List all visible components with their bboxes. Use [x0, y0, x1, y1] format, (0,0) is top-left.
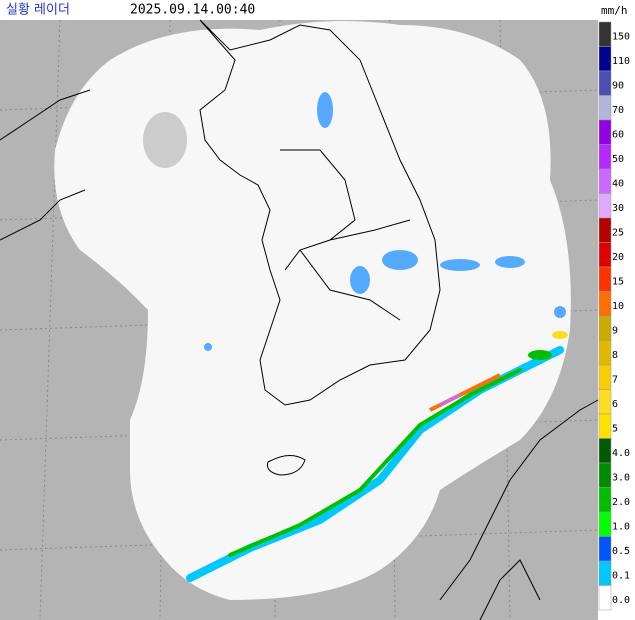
- legend-label: 0.0: [612, 595, 630, 606]
- legend-swatch: [598, 291, 612, 317]
- legend-label: 60: [612, 129, 624, 140]
- legend-swatch: [598, 364, 612, 390]
- coastline: [0, 19, 599, 620]
- rain-band: [186, 331, 568, 582]
- legend-label: 110: [612, 56, 630, 67]
- legend-swatch: [598, 242, 612, 268]
- legend-swatch: [598, 487, 612, 513]
- legend-swatch: [598, 21, 612, 47]
- legend-swatch: [598, 119, 612, 145]
- legend-label: 1.0: [612, 521, 630, 532]
- legend-label: 20: [612, 252, 624, 263]
- legend-label: 2.0: [612, 497, 630, 508]
- legend-swatch: [598, 144, 612, 170]
- legend-label: 0.5: [612, 546, 630, 557]
- legend-swatch: [598, 340, 612, 366]
- legend-label: 50: [612, 154, 624, 165]
- legend-label: 9: [612, 325, 618, 336]
- legend-swatch: [598, 462, 612, 488]
- legend-swatch: [598, 438, 612, 464]
- legend-label: 8: [612, 350, 618, 361]
- legend-swatch: [598, 315, 612, 341]
- legend-swatch: [598, 46, 612, 72]
- legend-swatch: [598, 585, 612, 611]
- legend-swatch: [598, 266, 612, 292]
- legend-swatch: [598, 70, 612, 96]
- legend-label: 5: [612, 423, 618, 434]
- legend-label: 4.0: [612, 448, 630, 459]
- legend-swatch: [598, 168, 612, 194]
- legend-label: 25: [612, 227, 624, 238]
- legend-label: 70: [612, 105, 624, 116]
- legend-label: 6: [612, 399, 618, 410]
- unit: mm/h: [601, 4, 628, 17]
- legend-label: 150: [612, 31, 630, 42]
- legend-swatch: [598, 536, 612, 562]
- clutter: [143, 112, 187, 168]
- legend-swatch: [598, 217, 612, 243]
- legend-label: 90: [612, 80, 624, 91]
- legend-swatch: [598, 389, 612, 415]
- legend-label: 30: [612, 203, 624, 214]
- legend-swatch: [598, 193, 612, 219]
- legend-swatch: [598, 413, 612, 439]
- legend-swatch: [598, 95, 612, 121]
- legend-swatch: [598, 511, 612, 537]
- radar-coverage: [54, 21, 571, 600]
- timestamp: 2025.09.14.00:40: [130, 3, 255, 18]
- title: 실황 레이더: [6, 3, 70, 18]
- legend-label: 7: [612, 374, 618, 385]
- legend-label: 15: [612, 276, 624, 287]
- legend-label: 0.1: [612, 570, 630, 581]
- legend-label: 10: [612, 301, 624, 312]
- legend-label: 40: [612, 178, 624, 189]
- rain-light: [204, 92, 566, 351]
- legend-swatch: [598, 560, 612, 586]
- legend-label: 3.0: [612, 472, 630, 483]
- legend: 150 110 90 70 60 50 40 30 25 20 15 10 9 8 7 6 5 4.0 3.0 2.0…: [598, 21, 630, 611]
